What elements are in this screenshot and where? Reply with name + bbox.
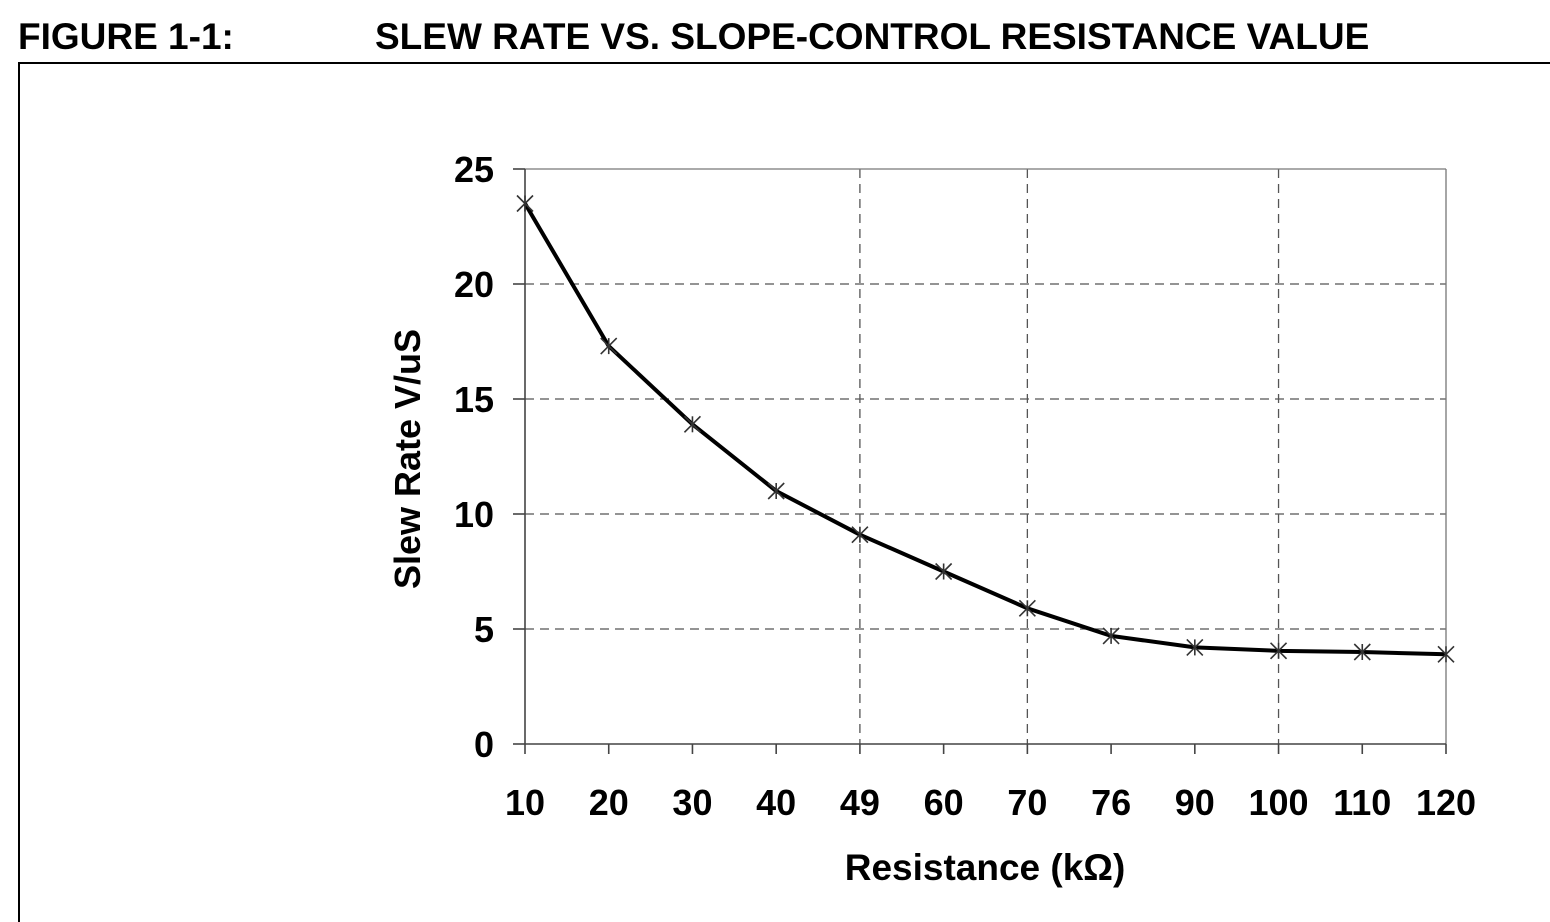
data-point-marker — [683, 415, 702, 433]
x-tick-label: 120 — [1416, 782, 1476, 823]
data-point-marker — [1186, 638, 1204, 656]
x-tick-label: 20 — [589, 782, 629, 823]
figure-title: SLEW RATE VS. SLOPE-CONTROL RESISTANCE V… — [375, 16, 1370, 57]
data-point-marker — [1018, 599, 1036, 617]
y-tick-label: 20 — [454, 264, 494, 305]
axes — [513, 168, 1447, 754]
y-tick-label: 10 — [454, 494, 494, 535]
axis-labels: Resistance (kΩ) Slew Rate V/uS 0 5 10 15 20 2… — [387, 149, 1476, 888]
data-point-marker — [600, 337, 618, 355]
x-tick-label: 100 — [1249, 782, 1309, 823]
slew-rate-chart: Resistance (kΩ) Slew Rate V/uS 0 5 10 15 20 2… — [387, 149, 1476, 888]
x-tick-label: 40 — [756, 782, 796, 823]
data-point-marker — [1269, 642, 1288, 660]
x-tick-label: 60 — [924, 782, 964, 823]
data-point-marker — [935, 562, 953, 581]
x-tick-label: 76 — [1091, 782, 1131, 823]
data-point-marker — [1353, 643, 1371, 661]
y-axis-label: Slew Rate V/uS — [387, 329, 428, 589]
series-line — [523, 202, 1447, 657]
y-tick-label: 25 — [454, 149, 494, 190]
x-tick-label: 70 — [1007, 782, 1047, 823]
grid-lines — [525, 169, 1446, 744]
x-tick-label: 110 — [1333, 782, 1391, 823]
figure-frame — [18, 62, 1550, 922]
data-point-marker — [851, 526, 869, 544]
figure-number: FIGURE 1-1: — [18, 16, 234, 57]
data-point-marker — [767, 482, 785, 500]
x-tick-label: 49 — [840, 782, 880, 823]
x-axis-label: Resistance (kΩ) — [845, 847, 1126, 888]
x-tick-label: 90 — [1175, 782, 1215, 823]
figure-header: FIGURE 1-1: SLEW RATE VS. SLOPE-CONTROL … — [18, 12, 1538, 62]
x-tick-label: 10 — [505, 782, 545, 823]
y-tick-label: 5 — [474, 609, 494, 650]
data-point-marker — [1437, 645, 1455, 663]
data-point-marker — [516, 194, 534, 213]
x-tick-label: 30 — [672, 782, 712, 823]
data-point-marker — [1102, 627, 1120, 645]
y-tick-label: 0 — [474, 724, 494, 765]
data-series — [516, 194, 1455, 663]
y-tick-label: 15 — [454, 379, 494, 420]
